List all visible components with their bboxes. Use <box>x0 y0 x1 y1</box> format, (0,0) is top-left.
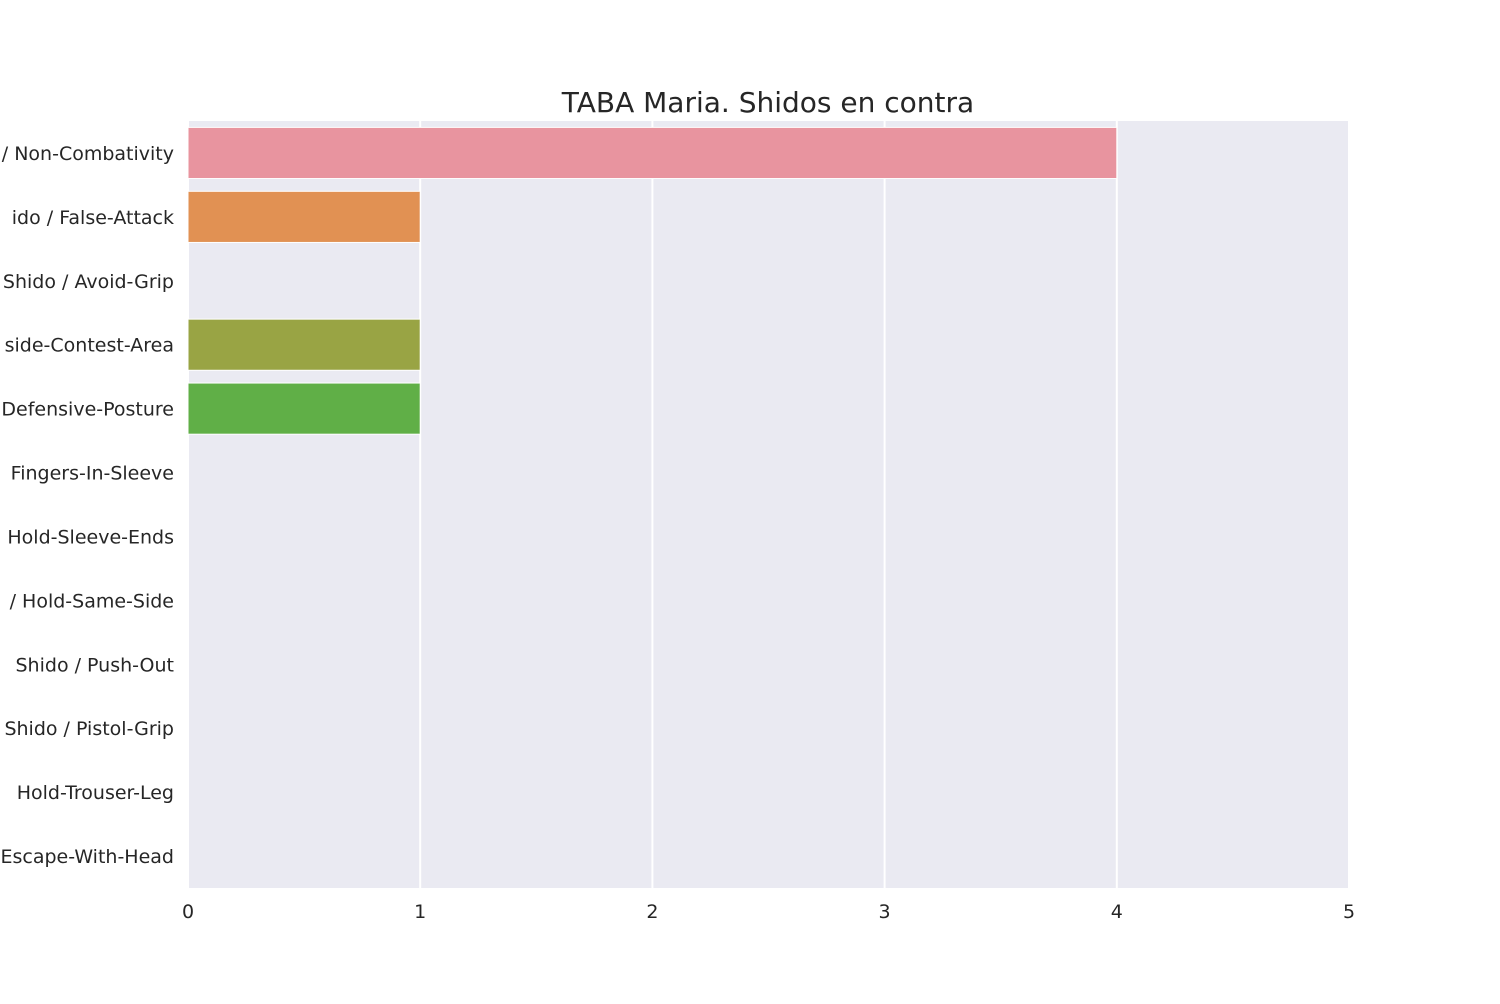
y-tick-label: Shido / Avoid-Grip <box>3 271 174 293</box>
bar <box>187 318 421 371</box>
y-tick-labels: / Non-Combativity ido / False-Attack Shido… <box>0 143 174 868</box>
y-tick-label: Hold-Sleeve-Ends <box>7 526 174 548</box>
y-tick-label: / Hold-Same-Side <box>10 590 174 612</box>
x-tick-label: 1 <box>414 901 426 923</box>
y-tick-label: side-Contest-Area <box>5 335 174 357</box>
x-tick-labels: 0 1 2 3 4 5 <box>182 901 1355 923</box>
y-tick-label: Defensive-Posture <box>1 399 174 421</box>
plot-background <box>188 121 1349 888</box>
x-tick-label: 5 <box>1343 901 1355 923</box>
y-tick-label: ido / False-Attack <box>12 207 174 229</box>
x-tick-label: 0 <box>182 901 194 923</box>
x-tick-label: 4 <box>1111 901 1123 923</box>
y-tick-label: Fingers-In-Sleeve <box>11 463 174 485</box>
x-tick-label: 2 <box>646 901 658 923</box>
y-tick-label: Shido / Push-Out <box>16 654 175 676</box>
chart-title: TABA Maria. Shidos en contra <box>561 86 974 119</box>
y-tick-label: Escape-With-Head <box>0 846 174 868</box>
bar <box>187 190 421 243</box>
bars <box>187 126 1118 435</box>
y-tick-label: Shido / Pistol-Grip <box>4 718 174 740</box>
y-tick-label: / Non-Combativity <box>2 143 174 165</box>
y-tick-label: Hold-Trouser-Leg <box>17 782 174 804</box>
x-tick-label: 3 <box>879 901 891 923</box>
bar <box>187 382 421 435</box>
gridlines <box>187 121 1350 888</box>
bar <box>187 126 1118 180</box>
